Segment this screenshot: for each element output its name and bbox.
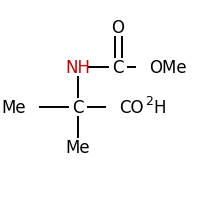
Text: OMe: OMe xyxy=(149,59,187,77)
Text: C: C xyxy=(112,59,124,77)
Text: Me: Me xyxy=(1,98,26,116)
Text: O: O xyxy=(112,19,124,37)
Text: H: H xyxy=(153,98,165,116)
Text: CO: CO xyxy=(119,98,143,116)
Text: NH: NH xyxy=(66,59,91,77)
Text: Me: Me xyxy=(66,138,90,156)
Text: 2: 2 xyxy=(145,95,153,108)
Text: C: C xyxy=(72,98,84,116)
